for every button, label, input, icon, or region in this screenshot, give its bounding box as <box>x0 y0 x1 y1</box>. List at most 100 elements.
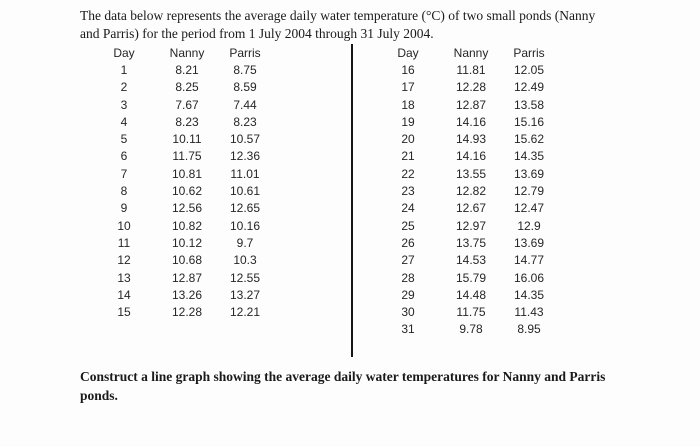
table-cell: 13.75 <box>455 235 487 250</box>
table-row: 5 10.11 10.57 <box>100 130 264 147</box>
table-cell: 12.55 <box>229 270 261 285</box>
table-row: 15 12.28 12.21 <box>100 303 264 320</box>
table-row: 14 13.26 13.27 <box>100 286 264 303</box>
instruction-line-2: ponds. <box>80 388 118 403</box>
column-header-day: Day <box>397 45 419 60</box>
instruction-line-1: Construct a line graph showing the avera… <box>80 369 606 384</box>
table-cell: 27 <box>401 253 415 268</box>
table-cell: 14.77 <box>513 253 545 268</box>
table-row: 30 11.75 11.43 <box>384 303 548 320</box>
table-row: 18 12.87 13.58 <box>384 96 548 113</box>
table-cell: 8.23 <box>175 114 199 129</box>
table-cell: 12.79 <box>513 184 545 199</box>
table-cell: 8.75 <box>233 62 257 77</box>
table-cell: 11.75 <box>456 305 486 320</box>
table-body-left: 1 8.21 8.75 2 8.25 8.59 3 7.67 7.44 4 8.23 8.23 5 10.… <box>100 61 264 320</box>
table-cell: 10.3 <box>233 253 257 268</box>
column-header-parris: Parris <box>229 45 261 60</box>
table-cell: 12.28 <box>171 305 203 320</box>
table-cell: 31 <box>401 322 415 337</box>
table-cell: 12.87 <box>455 97 487 112</box>
table-cell: 14.93 <box>455 132 487 147</box>
table-cell: 10.82 <box>171 218 203 233</box>
intro-paragraph: The data below represents the average da… <box>80 7 660 43</box>
table-cell: 8.23 <box>233 114 257 129</box>
table-cell: 15.79 <box>455 270 487 285</box>
table-cell: 12.28 <box>455 80 487 95</box>
table-body-right: 16 11.81 12.05 17 12.28 12.49 18 12.87 13.58 19 14… <box>384 61 548 338</box>
table-row: 25 12.97 12.9 <box>384 217 548 234</box>
table-row: 17 12.28 12.49 <box>384 79 548 96</box>
table-cell: 12.97 <box>455 218 487 233</box>
table-cell: 10.11 <box>172 132 202 147</box>
column-header-nanny: Nanny <box>453 45 489 60</box>
table-cell: 16.06 <box>513 270 545 285</box>
intro-line-1: The data below represents the average da… <box>80 8 596 23</box>
table-cell: 13.55 <box>455 166 487 181</box>
table-cell: 12 <box>117 253 131 268</box>
table-row: 9 12.56 12.65 <box>100 200 264 217</box>
table-cell: 10.62 <box>171 184 203 199</box>
table-cell: 3 <box>120 97 128 112</box>
table-row: 16 11.81 12.05 <box>384 61 548 78</box>
table-row: 29 14.48 14.35 <box>384 286 548 303</box>
table-cell: 1 <box>120 62 128 77</box>
table-cell: 22 <box>401 166 415 181</box>
table-cell: 10.61 <box>229 184 261 199</box>
table-row: 1 8.21 8.75 <box>100 61 264 78</box>
table-cell: 8.21 <box>175 62 199 77</box>
table-row: 26 13.75 13.69 <box>384 234 548 251</box>
table-cell: 29 <box>401 287 415 302</box>
table-cell: 12.87 <box>171 270 203 285</box>
temperature-table-days-1-15: Day Nanny Parris 1 8.21 8.75 2 8.25 8.59 3 7.67… <box>100 44 264 321</box>
table-cell: 14.16 <box>455 149 487 164</box>
table-cell: 11.01 <box>230 166 260 181</box>
table-cell: 9 <box>120 201 128 216</box>
temperature-table-days-16-31: Day Nanny Parris 16 11.81 12.05 17 12.28 12.4… <box>384 44 548 338</box>
table-cell: 26 <box>401 235 415 250</box>
table-row: 3 7.67 7.44 <box>100 96 264 113</box>
table-cell: 12.82 <box>455 184 487 199</box>
table-cell: 12.21 <box>229 305 261 320</box>
table-cell: 9.7 <box>236 235 254 250</box>
table-row: 22 13.55 13.69 <box>384 165 548 182</box>
intro-line-2: and Parris) for the period from 1 July 2… <box>80 26 434 41</box>
table-row: 12 10.68 10.3 <box>100 252 264 269</box>
table-cell: 12.49 <box>513 80 545 95</box>
table-row: 10 10.82 10.16 <box>100 217 264 234</box>
table-cell: 21 <box>401 149 415 164</box>
table-cell: 8.95 <box>517 322 541 337</box>
table-cell: 12.65 <box>229 201 261 216</box>
table-cell: 7 <box>120 166 128 181</box>
table-cell: 28 <box>401 270 415 285</box>
table-row: 21 14.16 14.35 <box>384 148 548 165</box>
table-cell: 25 <box>401 218 415 233</box>
table-cell: 12.9 <box>517 218 541 233</box>
table-cell: 11.75 <box>172 149 202 164</box>
table-cell: 9.78 <box>459 322 483 337</box>
table-cell: 8.59 <box>233 80 257 95</box>
table-row: 28 15.79 16.06 <box>384 269 548 286</box>
table-cell: 10.68 <box>171 253 203 268</box>
table-cell: 11 <box>117 235 131 250</box>
table-row: 4 8.23 8.23 <box>100 113 264 130</box>
table-cell: 11.43 <box>514 305 544 320</box>
table-cell: 15 <box>117 305 131 320</box>
table-cell: 6 <box>120 149 128 164</box>
table-cell: 13.27 <box>229 287 261 302</box>
table-cell: 13 <box>117 270 131 285</box>
column-header-nanny: Nanny <box>169 45 205 60</box>
table-row: 27 14.53 14.77 <box>384 252 548 269</box>
table-cell: 24 <box>401 201 415 216</box>
table-cell: 7.67 <box>175 97 199 112</box>
table-cell: 5 <box>120 132 128 147</box>
column-header-parris: Parris <box>513 45 545 60</box>
table-cell: 11.81 <box>456 62 486 77</box>
table-cell: 10.81 <box>171 166 203 181</box>
table-row: 2 8.25 8.59 <box>100 79 264 96</box>
table-row: 6 11.75 12.36 <box>100 148 264 165</box>
table-cell: 4 <box>120 114 128 129</box>
table-cell: 18 <box>401 97 415 112</box>
table-header-row: Day Nanny Parris <box>100 44 264 61</box>
table-cell: 23 <box>401 184 415 199</box>
